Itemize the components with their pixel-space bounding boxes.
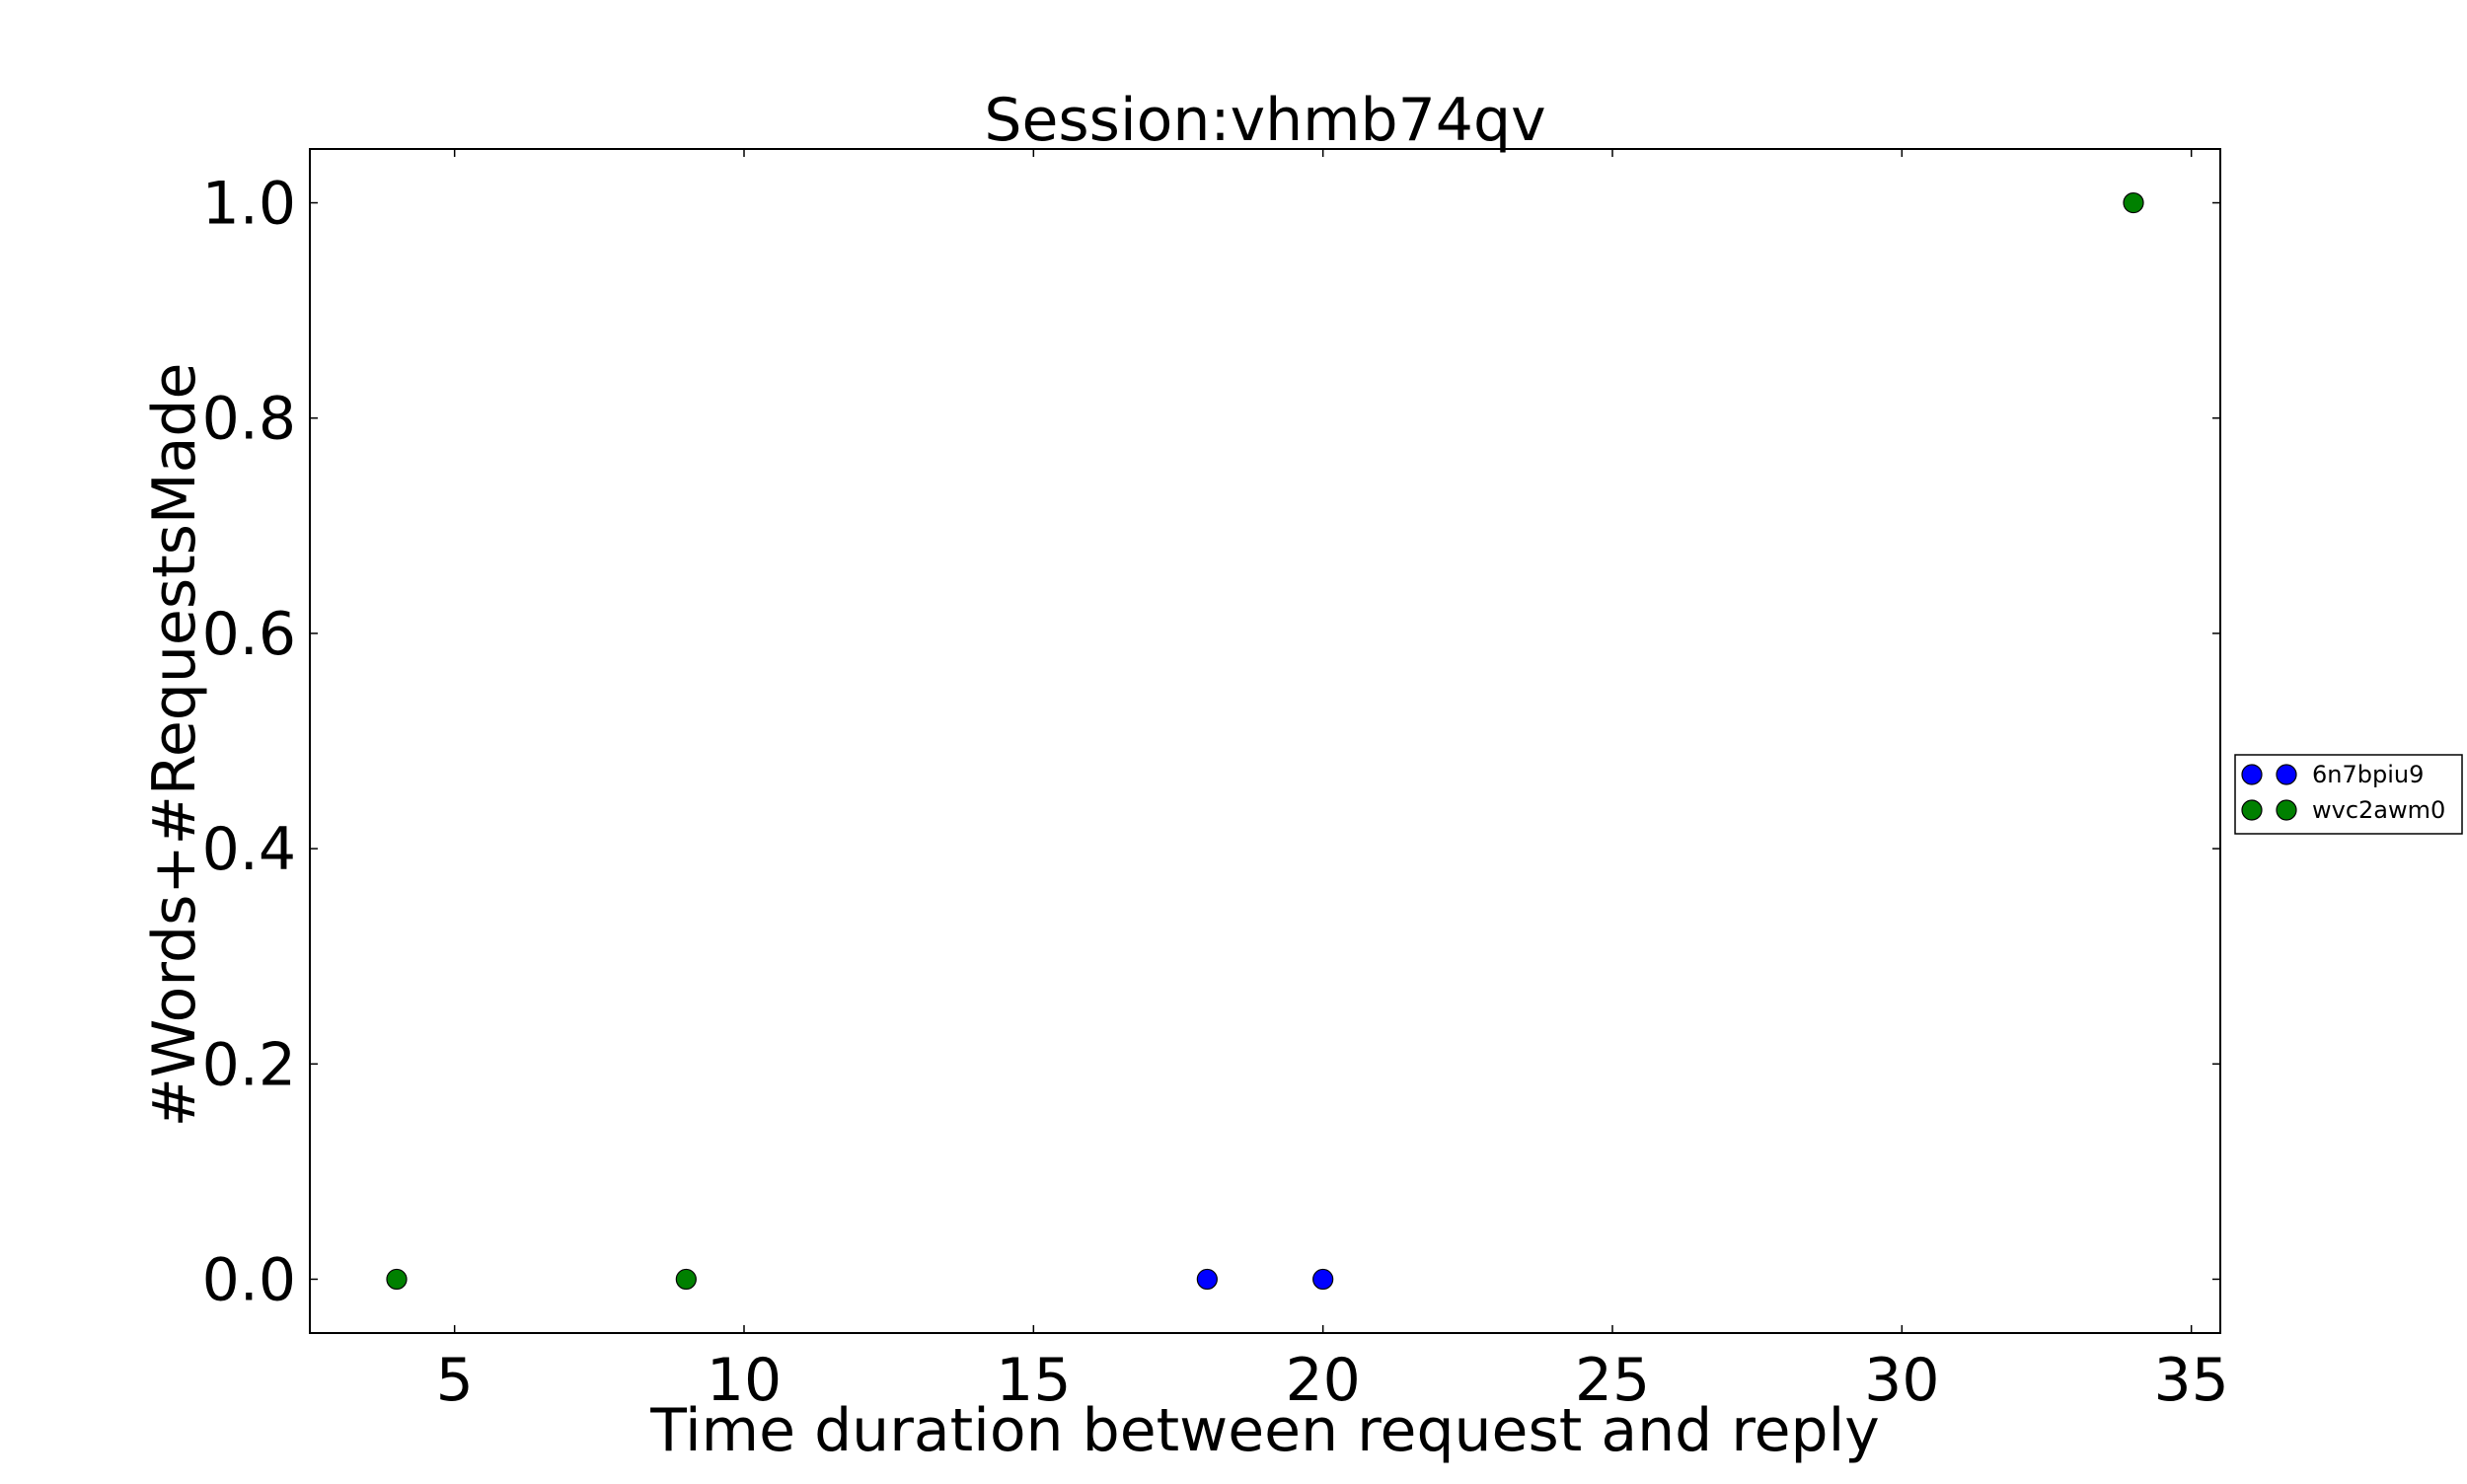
axis-ticks: 5 10 15 20 25 30 35 0.0 0.2 0.4 0.6 0.8 1.0 [202,149,2229,1415]
y-tick-label: 0.4 [202,815,296,884]
plot-area [309,148,2221,1334]
legend-marker [2241,799,2263,821]
legend-label: wvc2awm0 [2312,796,2445,824]
plot-frame [309,148,2221,1334]
data-points [386,191,2144,1291]
data-point [1312,1268,1334,1291]
legend-label: 6n7bpiu9 [2312,761,2424,788]
y-tick-label: 0.8 [202,385,296,454]
legend-marker [2276,764,2297,785]
x-tick-label: 35 [2153,1346,2228,1415]
y-tick-label: 0.6 [202,600,296,669]
data-point [1196,1268,1218,1291]
x-tick-label: 10 [707,1346,782,1415]
legend-marker [2241,764,2263,785]
legend-marker [2276,799,2297,821]
data-point [386,1268,408,1291]
chart-title: Session:vhmb74qv [984,86,1545,155]
x-tick-label: 5 [436,1346,474,1415]
y-tick-label: 0.2 [202,1030,296,1099]
legend: 6n7bpiu9 wvc2awm0 [2234,754,2463,835]
x-axis-label: Time duration between request and reply [649,1396,1880,1465]
legend-box [2234,754,2463,835]
x-tick-label: 15 [996,1346,1071,1415]
x-tick-label: 30 [1864,1346,1939,1415]
y-axis-label: #Words+#RequestsMade [140,363,209,1128]
data-point [2123,191,2144,214]
x-tick-label: 25 [1575,1346,1650,1415]
x-tick-label: 20 [1285,1346,1360,1415]
y-tick-label: 0.0 [202,1245,296,1314]
y-tick-label: 1.0 [202,170,296,239]
data-point [675,1268,697,1291]
